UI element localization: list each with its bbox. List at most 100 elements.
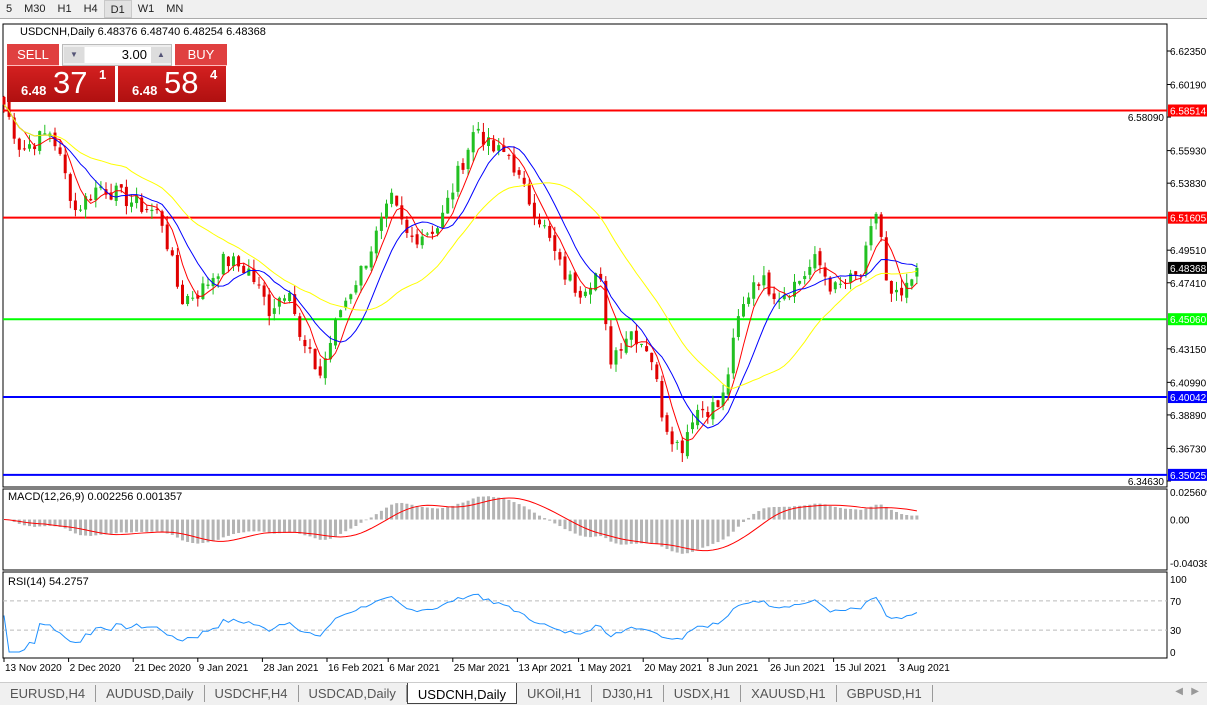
price-tick-label: 6.55930 <box>1170 147 1207 158</box>
chart-tab[interactable]: EURUSD,H4 <box>0 685 97 702</box>
sell-price[interactable]: 6.48 37 1 <box>7 66 115 102</box>
candle-body <box>711 402 715 420</box>
chart-tabs: EURUSD,H4 AUDUSD,Daily USDCHF,H4 USDCAD,Dai… <box>0 682 1207 705</box>
chart-tab[interactable]: USDCNH,Daily <box>406 683 518 704</box>
chart-tab[interactable]: XAUUSD,H1 <box>741 685 837 702</box>
price-tick-label: 6.36730 <box>1170 444 1207 455</box>
timeframe-H1[interactable]: H1 <box>57 3 72 15</box>
candle-body <box>675 441 679 443</box>
lot-increase-button[interactable]: ▲ <box>151 47 171 63</box>
hline-price-label: 6.35025 <box>1170 471 1207 482</box>
chart-tab[interactable]: USDCHF,H4 <box>205 685 299 702</box>
candle-body <box>793 281 796 297</box>
candle-body <box>94 187 98 201</box>
candle-body <box>252 268 256 283</box>
date-tick-label: 15 Jul 2021 <box>835 663 887 674</box>
candle-body <box>405 219 409 233</box>
candle-body <box>716 400 720 407</box>
timeframe-W1[interactable]: W1 <box>137 3 155 15</box>
macd-tick-label: 0.025609 <box>1170 488 1207 499</box>
candle-body <box>609 326 613 365</box>
chart-header: USDCNH,Daily 6.48376 6.48740 6.48254 6.4… <box>20 26 266 38</box>
candle-body <box>599 273 603 280</box>
candle-body <box>803 276 807 280</box>
timeframe-H4[interactable]: H4 <box>83 3 98 15</box>
candle-body <box>492 140 496 152</box>
hline-price-tag <box>1168 313 1207 326</box>
candle-body <box>527 183 531 205</box>
rsi-tick-label: 70 <box>1170 597 1182 608</box>
candle-body <box>481 131 485 145</box>
rsi-tick-label: 100 <box>1170 575 1187 586</box>
candle-body <box>828 277 832 292</box>
chart-tab[interactable]: USDCAD,Daily <box>299 685 407 702</box>
lot-decrease-button[interactable]: ▼ <box>64 47 84 63</box>
candle-body <box>798 280 802 284</box>
buy-price-prefix: 6.48 <box>132 83 158 98</box>
candle-body <box>119 184 123 188</box>
chart-tab[interactable]: GBPUSD,H1 <box>837 685 933 702</box>
candle-body <box>374 230 378 254</box>
price-chart[interactable]: 6.62350 6.60190 6.58090 6.55930 6.53830 6.495… <box>0 0 1207 682</box>
candle-body <box>757 284 761 286</box>
date-tick-label: 2 Dec 2020 <box>70 663 122 674</box>
candle-body <box>242 265 246 274</box>
candle-body <box>415 234 419 245</box>
candle-body <box>910 279 914 286</box>
candle-body <box>73 200 77 211</box>
candle-body <box>747 297 751 304</box>
candle-body <box>512 154 516 173</box>
timeframe-5[interactable]: 5 <box>6 3 13 15</box>
candle-body <box>721 392 725 406</box>
candle-body <box>385 203 388 218</box>
chart-tab[interactable]: UKOil,H1 <box>517 685 593 702</box>
timeframe-D1[interactable]: D1 <box>103 0 132 18</box>
chart-tab[interactable]: USDX,H1 <box>664 685 742 702</box>
candle-body <box>823 267 827 277</box>
lot-size-input[interactable]: 3.00 <box>85 47 151 63</box>
candle-body <box>247 268 251 276</box>
candle-body <box>160 211 164 226</box>
candle-body <box>339 310 343 318</box>
candle-body <box>430 231 434 234</box>
candle-body <box>833 282 837 290</box>
candle-body <box>487 137 490 147</box>
price-tick-label: 6.40990 <box>1170 378 1207 389</box>
candle-body <box>634 330 638 345</box>
candle-body <box>293 294 297 315</box>
candle-body <box>221 253 225 275</box>
candle-body <box>140 197 144 212</box>
candle-body <box>900 287 904 296</box>
candle-body <box>889 280 893 294</box>
candle-body <box>89 198 93 201</box>
candle-body <box>170 250 174 256</box>
chart-tab[interactable]: AUDUSD,Daily <box>96 685 205 702</box>
candle-body <box>614 350 618 365</box>
chart-tab[interactable]: DJ30,H1 <box>592 685 664 702</box>
date-tick-label: 13 Nov 2020 <box>5 663 62 674</box>
candle-body <box>114 185 118 201</box>
sell-button[interactable]: SELL <box>7 44 59 66</box>
buy-price-big: 58 <box>164 66 199 100</box>
timeframe-M30[interactable]: M30 <box>24 3 46 15</box>
date-tick-label: 20 May 2021 <box>644 663 702 674</box>
candle-body <box>869 226 873 246</box>
sell-price-prefix: 6.48 <box>21 83 47 98</box>
tab-scroll-arrows[interactable]: ◀ ▶ <box>1175 686 1199 697</box>
timeframe-MN[interactable]: MN <box>166 3 184 15</box>
candle-body <box>232 256 235 267</box>
candle-body <box>548 225 552 238</box>
candle-body <box>589 287 592 295</box>
buy-button[interactable]: BUY <box>175 44 227 66</box>
candle-body <box>175 254 179 287</box>
candle-body <box>237 256 241 267</box>
candle-body <box>283 298 286 301</box>
buy-price[interactable]: 6.48 58 4 <box>118 66 226 102</box>
candle-body <box>645 346 649 352</box>
candle-body <box>400 205 404 220</box>
rsi-tick-label: 0 <box>1170 648 1176 659</box>
candle-body <box>808 266 812 275</box>
hline-price-label: 6.40042 <box>1170 393 1207 404</box>
candle-body <box>323 358 327 379</box>
candle-body <box>532 202 536 218</box>
